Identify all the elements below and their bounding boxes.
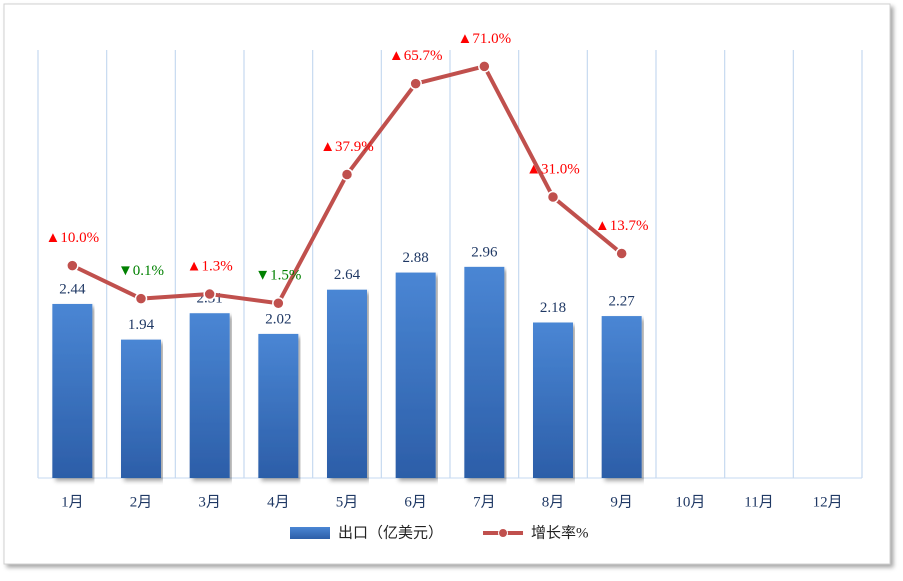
line-marker (66, 259, 79, 272)
bar (189, 313, 230, 478)
line-marker (546, 190, 560, 204)
line-marker (615, 247, 628, 260)
x-tick-label: 8月 (542, 494, 565, 510)
line-marker (203, 287, 216, 301)
bar-value-label: 2.44 (59, 281, 86, 297)
legend-swatch (290, 527, 330, 539)
bar-value-label: 2.18 (540, 300, 566, 316)
line-value-label: ▲1.3% (187, 258, 233, 274)
line-value-label: ▲31.0% (526, 161, 580, 177)
legend-label: 出口（亿美元） (338, 524, 443, 541)
bar-value-label: 1.94 (128, 317, 155, 333)
bar (327, 289, 367, 478)
bar (395, 272, 436, 478)
x-tick-label: 1月 (61, 494, 84, 510)
x-tick-label: 9月 (610, 494, 633, 510)
bar (601, 316, 642, 478)
bar (52, 303, 93, 478)
bar-value-label: 2.64 (334, 267, 361, 283)
x-tick-label: 12月 (813, 494, 843, 510)
line-value-label: ▲71.0% (458, 31, 512, 47)
bar-value-label: 2.96 (471, 244, 498, 260)
x-tick-label: 7月 (473, 494, 496, 510)
x-tick-label: 11月 (744, 494, 773, 510)
line-marker (409, 77, 422, 90)
legend-label: 增长率% (531, 524, 589, 541)
legend-marker (498, 528, 509, 538)
x-tick-label: 4月 (267, 494, 290, 510)
legend: 出口（亿美元） 增长率% (290, 524, 589, 541)
bar-value-label: 2.02 (265, 311, 291, 327)
line-marker (272, 296, 285, 310)
plot-area: 1月2月3月4月5月6月7月8月9月10月11月12月2.441.942.312… (37, 31, 863, 510)
line-value-label: ▲65.7% (389, 48, 443, 64)
x-tick-label: 3月 (198, 494, 221, 510)
line-marker (134, 292, 148, 305)
x-tick-label: 10月 (675, 494, 705, 510)
bar (258, 333, 299, 478)
bar (533, 322, 573, 478)
bar (121, 339, 161, 478)
x-tick-label: 2月 (130, 494, 153, 510)
line-value-label: ▼0.1% (118, 263, 164, 279)
bar-value-label: 2.88 (403, 250, 429, 266)
chart-frame (3, 3, 891, 565)
line-value-label: ▲37.9% (320, 139, 374, 155)
bar-value-label: 2.27 (609, 294, 636, 310)
x-tick-label: 6月 (404, 494, 427, 510)
x-tick-label: 5月 (336, 494, 359, 510)
line-marker (340, 168, 354, 181)
line-value-label: ▼1.5% (255, 268, 301, 284)
bar (464, 266, 505, 478)
line-value-label: ▲10.0% (46, 230, 100, 246)
line-value-label: ▲13.7% (595, 218, 649, 234)
line-marker (478, 60, 491, 73)
